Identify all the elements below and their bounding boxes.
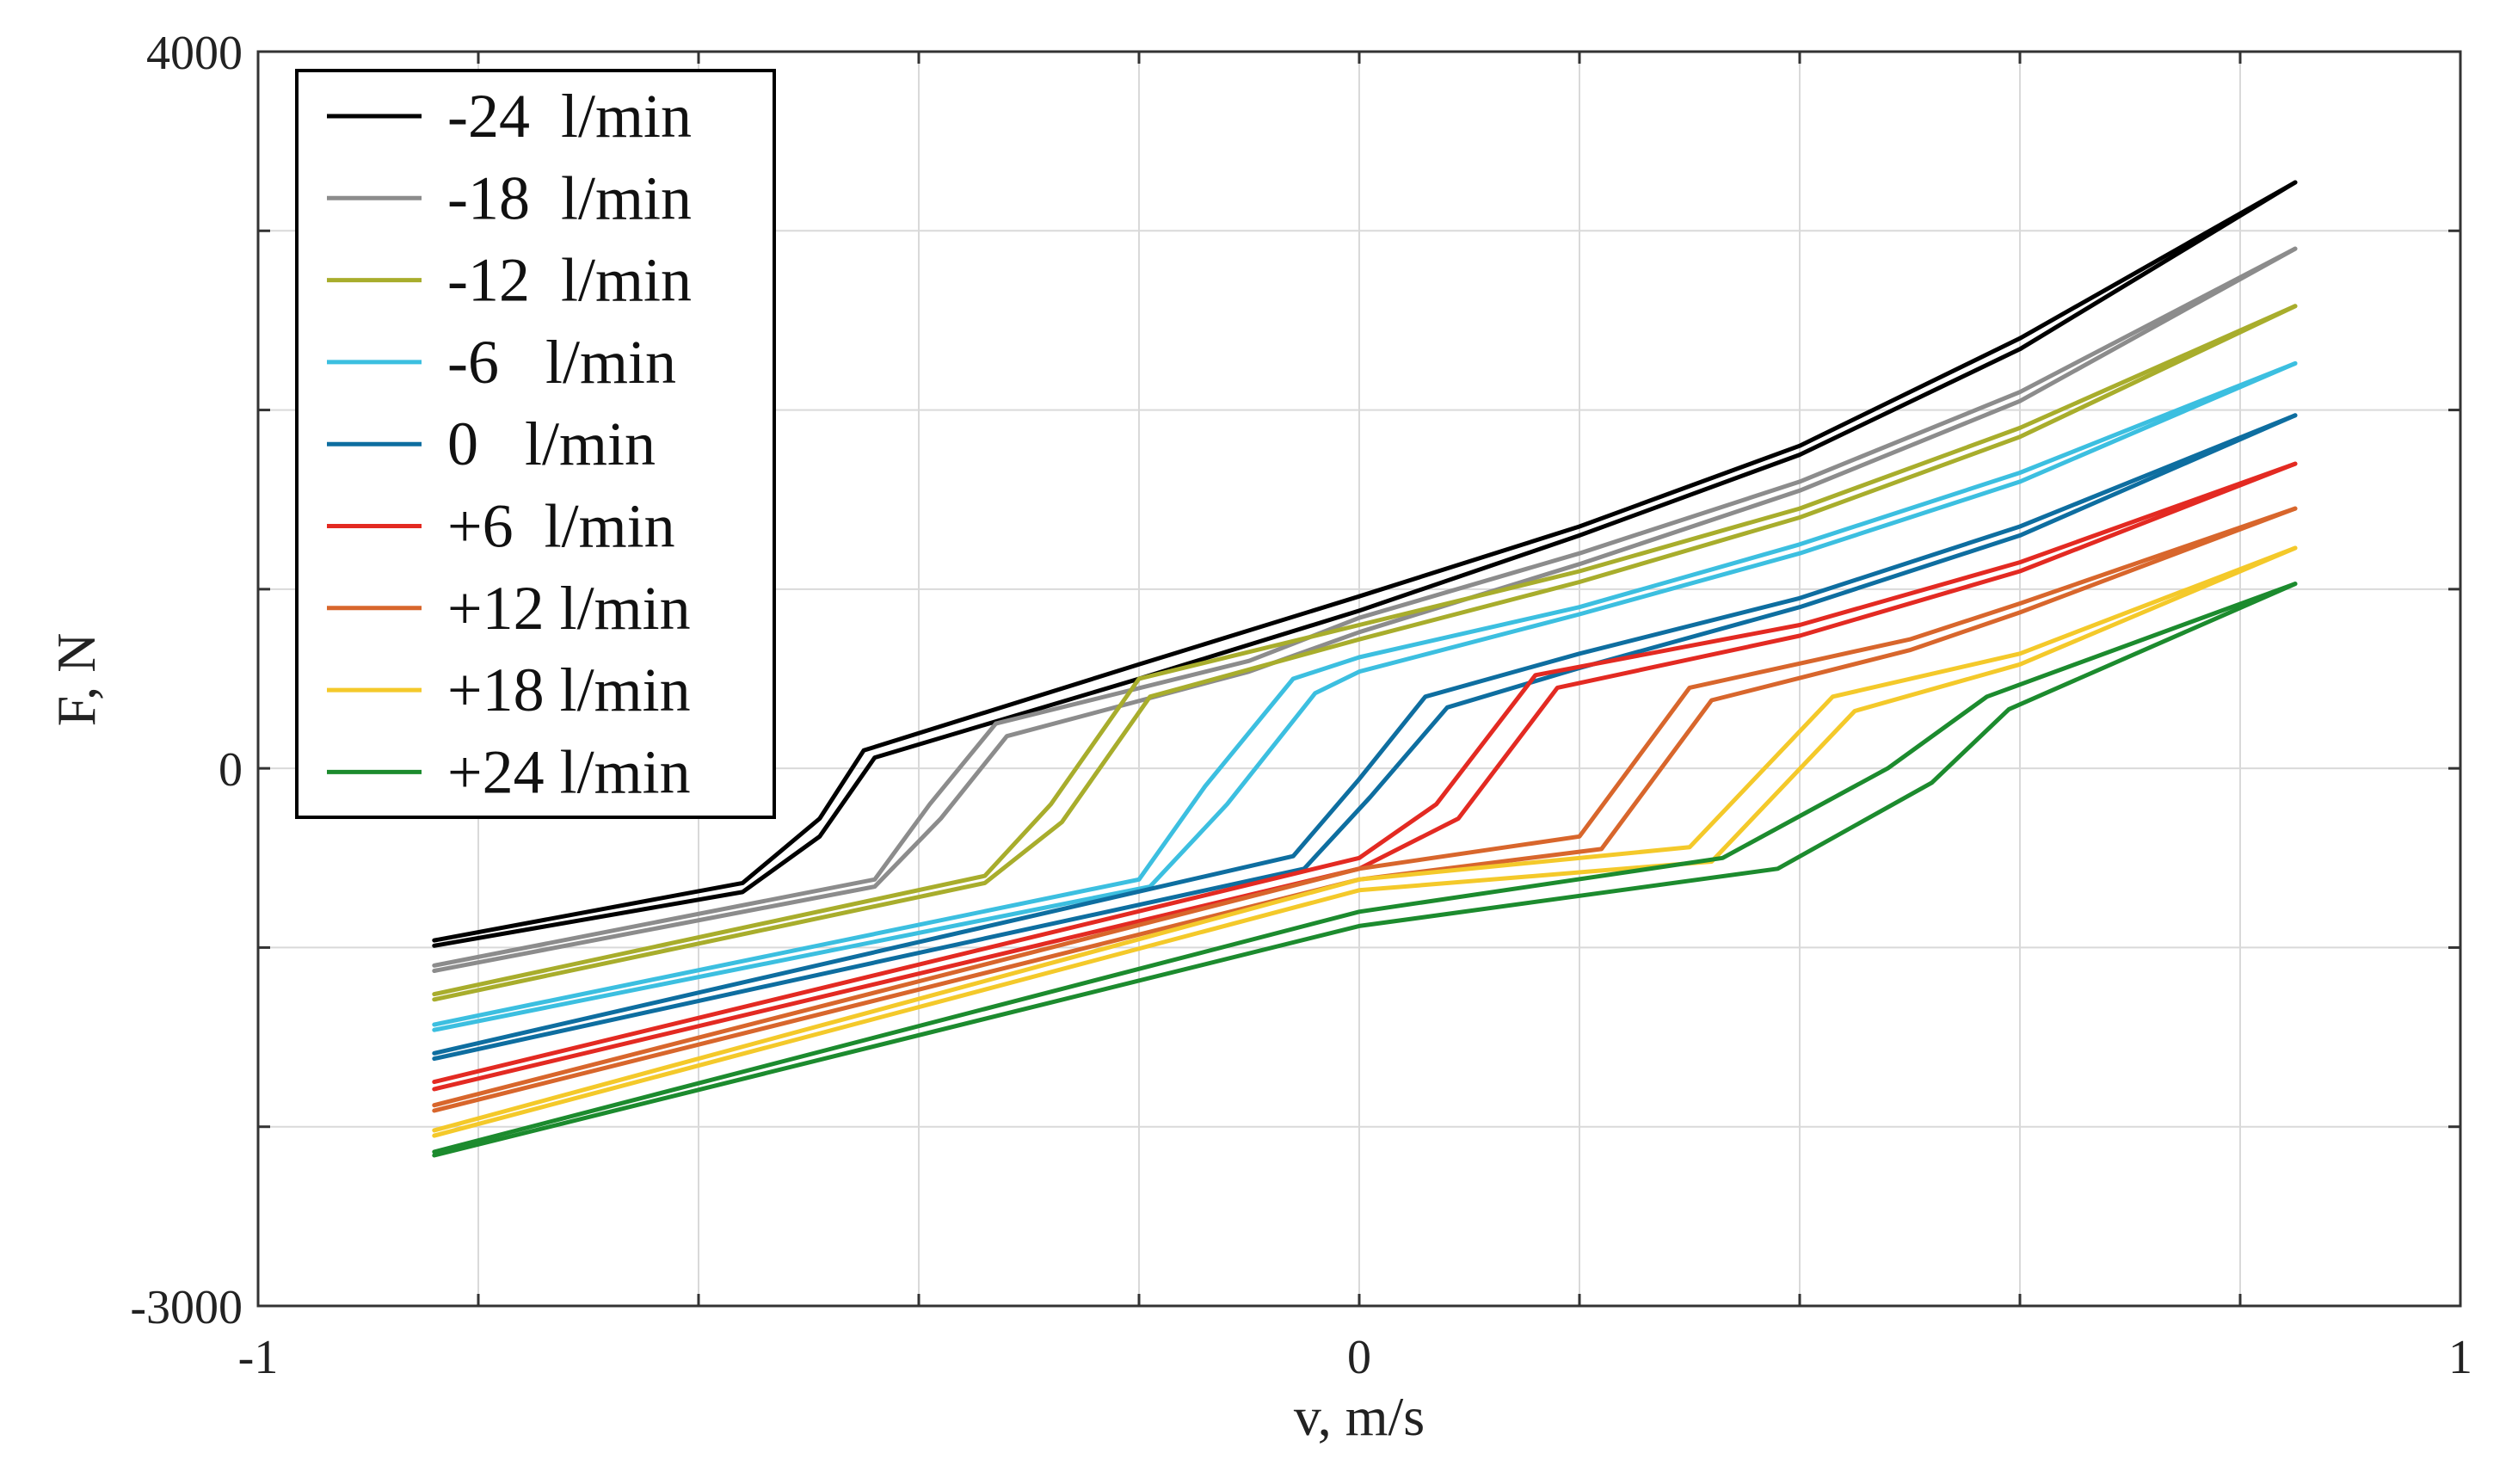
series-line-lower (432, 360, 2298, 1032)
legend-entry: +12 l/min (327, 574, 691, 643)
legend-label: +12 l/min (447, 574, 691, 643)
series-5 (432, 413, 2298, 1062)
legend-entry: +6 l/min (327, 492, 675, 561)
series-4 (432, 360, 2298, 1032)
y-tick-label: 4000 (146, 27, 243, 80)
legend-label: +24 l/min (447, 737, 691, 806)
x-tick-label: 1 (2448, 1331, 2472, 1384)
series-layer (432, 180, 2298, 1158)
legend-label: -6 l/min (447, 328, 676, 397)
legend-label: 0 l/min (447, 409, 656, 478)
series-line-upper (432, 360, 2298, 1027)
legend-entries: -24 l/min -18 l/min -12 l/min -6 l/min 0 l/m… (327, 82, 692, 806)
x-tick-label: -1 (238, 1331, 279, 1384)
series-line-lower (432, 545, 2298, 1138)
series-line-upper (432, 545, 2298, 1133)
legend-label: +18 l/min (447, 656, 691, 724)
legend-entry: +24 l/min (327, 737, 691, 806)
legend: -24 l/min -18 l/min -12 l/min -6 l/min 0 l/m… (295, 69, 776, 819)
gridlines (258, 52, 2460, 1306)
legend-label: +6 l/min (447, 492, 675, 561)
series-line-upper (432, 413, 2298, 1056)
series-line-upper (432, 304, 2298, 997)
legend-entry: 0 l/min (327, 409, 656, 478)
series-line-upper (432, 582, 2298, 1155)
series-line-upper (432, 180, 2298, 943)
legend-entry: -6 l/min (327, 328, 676, 397)
series-line-lower (432, 304, 2298, 1002)
legend-entry: -12 l/min (327, 246, 692, 315)
y-tick-label: -3000 (130, 1281, 243, 1334)
series-1 (432, 180, 2298, 948)
series-8 (432, 545, 2298, 1138)
legend-entry: -18 l/min (327, 163, 692, 232)
series-3 (432, 304, 2298, 1002)
y-axis-title: F, N (46, 633, 107, 727)
axis-ticks (258, 52, 2460, 1306)
series-line-lower (432, 180, 2298, 948)
x-axis-title: v, m/s (1294, 1386, 1425, 1447)
tick-labels: -1 0 1 4000 0 -3000 (130, 27, 2472, 1384)
legend-entry: -24 l/min (327, 82, 692, 151)
legend-label: -24 l/min (447, 82, 692, 151)
series-line-upper (432, 506, 2298, 1108)
legend-label: -18 l/min (447, 163, 692, 232)
series-line-lower (432, 413, 2298, 1062)
legend-entry: +18 l/min (327, 656, 691, 724)
y-tick-label: 0 (219, 743, 243, 797)
series-line-upper (432, 461, 2298, 1085)
series-line-lower (432, 246, 2298, 973)
legend-label: -12 l/min (447, 246, 692, 315)
x-tick-label: 0 (1347, 1331, 1371, 1384)
series-9 (432, 582, 2298, 1158)
series-line-lower (432, 582, 2298, 1158)
